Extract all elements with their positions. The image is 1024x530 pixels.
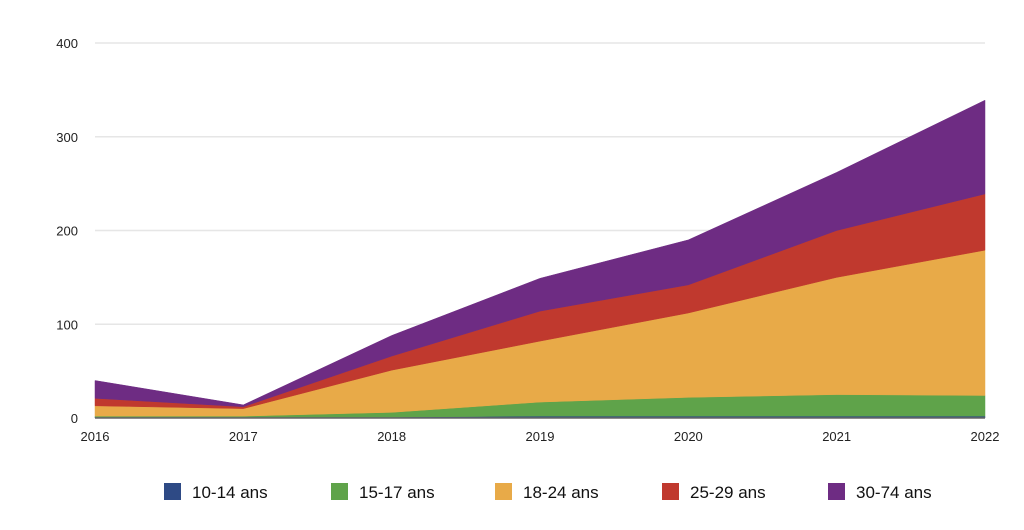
legend-label: 30-74 ans [856, 483, 932, 502]
axes: 0 100 200 300 400 2016 2017 2018 2019 2020 2021 202… [56, 36, 999, 444]
x-tick-label: 2020 [674, 429, 703, 444]
x-tick-label: 2017 [229, 429, 258, 444]
area-30-74-ans [94, 99, 986, 408]
legend-swatch [495, 483, 512, 500]
x-tick-label: 2022 [971, 429, 1000, 444]
legend-label: 15-17 ans [359, 483, 435, 502]
legend-swatch [662, 483, 679, 500]
y-tick-label: 0 [71, 411, 78, 426]
y-tick-label: 200 [56, 224, 78, 239]
legend-swatch [828, 483, 845, 500]
legend-label: 18-24 ans [523, 483, 599, 502]
y-tick-label: 300 [56, 130, 78, 145]
legend-item: 10-14 ans [164, 483, 268, 502]
x-tick-label: 2019 [526, 429, 555, 444]
x-tick-label: 2021 [822, 429, 851, 444]
legend-swatch [164, 483, 181, 500]
legend-label: 25-29 ans [690, 483, 766, 502]
y-tick-label: 100 [56, 317, 78, 332]
legend-item: 15-17 ans [331, 483, 435, 502]
legend-swatch [331, 483, 348, 500]
legend-item: 18-24 ans [495, 483, 599, 502]
legend-item: 25-29 ans [662, 483, 766, 502]
y-tick-label: 400 [56, 36, 78, 51]
legend-item: 30-74 ans [828, 483, 932, 502]
x-tick-label: 2018 [377, 429, 406, 444]
legend-label: 10-14 ans [192, 483, 268, 502]
area-series [94, 99, 986, 419]
x-tick-label: 2016 [81, 429, 110, 444]
legend: 10-14 ans 15-17 ans 18-24 ans 25-29 ans 30-7… [164, 483, 932, 502]
